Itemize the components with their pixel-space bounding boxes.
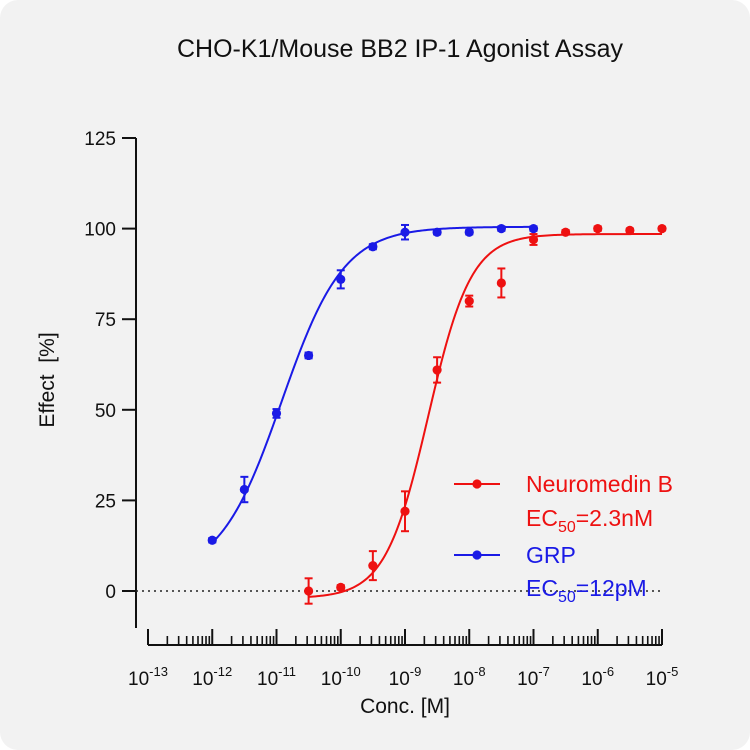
legend-marker <box>472 550 482 560</box>
data-point <box>432 365 442 375</box>
data-point <box>496 278 506 288</box>
data-point <box>464 296 474 306</box>
series-neuromedin-b <box>304 224 667 605</box>
legend-ec50: EC50=2.3nM <box>526 505 653 536</box>
legend-ec50: EC50=12pM <box>526 575 647 606</box>
legend-marker <box>472 479 482 489</box>
y-tick-label: 125 <box>84 129 116 150</box>
x-tick-label: 10-13 <box>128 664 168 690</box>
data-point <box>239 484 249 495</box>
data-point <box>496 224 506 234</box>
y-tick-label: 100 <box>84 220 116 241</box>
x-tick-label: 10-6 <box>581 664 614 690</box>
data-point <box>464 227 474 237</box>
legend-label: GRP <box>526 542 576 568</box>
data-point <box>528 234 539 245</box>
data-point <box>657 224 667 234</box>
data-point <box>368 242 378 252</box>
chart-title: CHO-K1/Mouse BB2 IP-1 Agonist Assay <box>177 35 624 63</box>
y-axis-label: Effect [%] <box>36 332 59 427</box>
data-point <box>561 227 571 237</box>
data-point <box>593 224 603 234</box>
y-tick-label: 75 <box>95 310 116 331</box>
data-point <box>336 274 346 284</box>
y-tick-label: 25 <box>95 491 116 512</box>
x-tick-label: 10-5 <box>646 664 679 690</box>
data-point <box>304 586 314 596</box>
x-axis-label: Conc. [M] <box>360 695 450 718</box>
data-point <box>271 408 282 419</box>
x-tick-label: 10-12 <box>192 664 232 690</box>
data-point <box>400 506 410 516</box>
data-point <box>207 535 217 545</box>
data-point <box>368 561 378 571</box>
series-grp <box>207 223 539 545</box>
axes: 0 25 50 75 100 125 10-13 10-12 10-11 10-10 10-9 10-… <box>84 129 678 690</box>
x-tick-label: 10-11 <box>257 664 296 690</box>
x-tick-label: 10-8 <box>453 664 486 690</box>
data-point <box>336 582 346 592</box>
x-tick-label: 10-7 <box>517 664 550 690</box>
data-point <box>528 224 539 234</box>
y-tick-label: 0 <box>105 582 116 603</box>
data-point <box>400 227 410 237</box>
x-tick-label: 10-9 <box>389 664 422 690</box>
data-point <box>625 225 635 236</box>
legend-label: Neuromedin B <box>526 471 673 497</box>
y-tick-label: 50 <box>95 401 116 422</box>
fit-curve <box>211 225 534 544</box>
data-point <box>304 350 314 361</box>
fit-curve <box>308 233 662 598</box>
legend: Neuromedin B EC50=2.3nM GRP EC50=12pM <box>454 471 673 606</box>
series-layer <box>207 223 667 605</box>
data-point <box>432 227 442 237</box>
x-tick-label: 10-10 <box>321 664 361 690</box>
